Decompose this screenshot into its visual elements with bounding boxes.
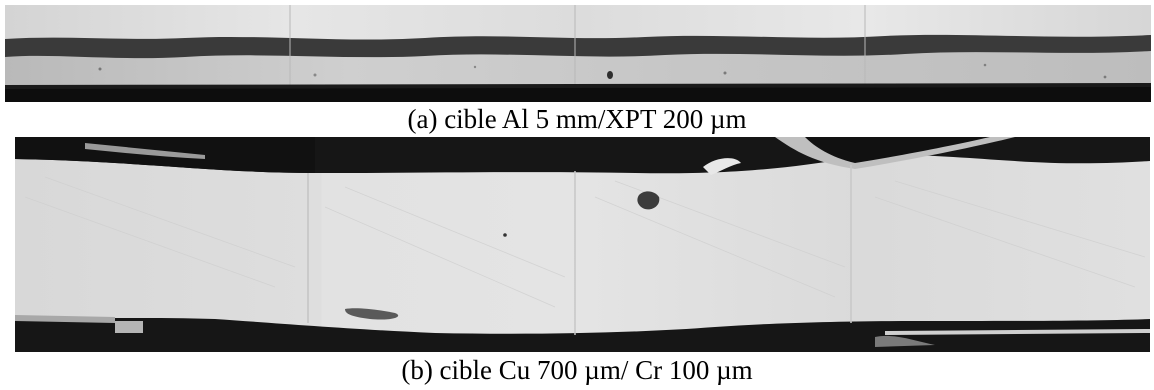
- micrograph-b-image: [15, 137, 1150, 352]
- caption-panel-a: (a) cible Al 5 mm/XPT 200 µm: [407, 104, 747, 134]
- micrograph-panel-a: [5, 5, 1151, 102]
- micrograph-a-image: [5, 5, 1151, 102]
- caption-panel-b: (b) cible Cu 700 µm/ Cr 100 µm: [401, 355, 753, 385]
- micrograph-panel-b: [15, 137, 1150, 352]
